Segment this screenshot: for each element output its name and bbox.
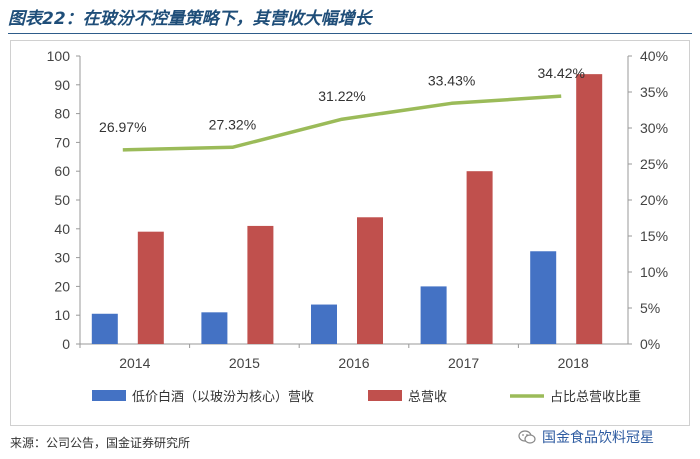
legend-label: 占比总营收比重 [550, 389, 641, 405]
title-divider [8, 33, 692, 34]
right-axis-tick-label: 35% [640, 84, 668, 100]
bar-total [357, 217, 383, 344]
legend: 低价白酒（以玻汾为核心）营收 总营收 占比总营收比重 [92, 389, 641, 405]
share-data-label: 34.42% [537, 65, 584, 81]
watermark: 国金食品饮料冠星 [518, 427, 654, 447]
chart-frame [10, 40, 690, 426]
chart-title: 图表22：在玻汾不控量策略下，其营收大幅增长 [8, 9, 372, 29]
x-axis-tick-label: 2018 [558, 355, 589, 371]
x-axis-tick-label: 2017 [448, 355, 479, 371]
left-axis-tick-label: 80 [54, 106, 70, 122]
left-axis-tick-label: 60 [54, 163, 70, 179]
bar-lowprice [530, 251, 557, 344]
watermark-text: 国金食品饮料冠星 [542, 430, 654, 446]
left-axis-tick-label: 90 [54, 77, 70, 93]
wechat-icon [518, 430, 536, 444]
left-axis-tick-label: 40 [54, 221, 70, 237]
share-data-label: 33.43% [428, 72, 475, 88]
right-axis-tick-label: 15% [640, 228, 668, 244]
source-note: 来源：公司公告，国金证券研究所 [10, 436, 191, 450]
legend-swatch [368, 390, 402, 401]
left-axis-tick-label: 0 [62, 336, 70, 352]
bar-total [576, 74, 603, 345]
bars [91, 74, 603, 345]
x-axis-tick-label: 2015 [229, 355, 260, 371]
right-axis-tick-label: 20% [640, 192, 668, 208]
bar-lowprice [91, 313, 118, 344]
right-axis-tick-label: 40% [640, 48, 668, 64]
legend-label: 总营收 [408, 390, 447, 405]
bar-total [137, 231, 164, 344]
bar-lowprice [311, 304, 337, 344]
left-axis-tick-label: 100 [47, 48, 71, 64]
right-axis-tick-label: 0% [640, 336, 660, 352]
x-axis-tick-label: 2014 [119, 355, 150, 371]
x-axis: 2014 2015 2016 2017 2018 [79, 343, 628, 371]
left-axis-tick-label: 70 [54, 134, 70, 150]
legend-label: 低价白酒（以玻汾为核心）营收 [132, 389, 314, 405]
bar-total [247, 225, 274, 344]
right-axis: 0% 5% 10% 15% 20% 25% 30% 35% 40% [627, 48, 668, 352]
x-axis-tick-label: 2016 [338, 355, 369, 371]
left-axis-tick-label: 10 [54, 307, 70, 323]
share-data-label: 26.97% [99, 119, 146, 135]
share-line [122, 94, 562, 152]
right-axis-tick-label: 25% [640, 156, 668, 172]
bar-lowprice [420, 286, 447, 344]
left-axis-tick-label: 20 [54, 278, 70, 294]
right-axis-tick-label: 30% [640, 120, 668, 136]
bar-total [466, 171, 493, 344]
bar-lowprice [201, 312, 228, 344]
left-axis-tick-label: 50 [54, 192, 70, 208]
left-axis: 0 10 20 30 40 50 60 70 80 90 100 [47, 48, 81, 352]
right-axis-tick-label: 5% [640, 300, 660, 316]
left-axis-tick-label: 30 [54, 250, 70, 266]
legend-swatch [92, 390, 126, 401]
right-axis-tick-label: 10% [640, 264, 668, 280]
share-data-label: 27.32% [209, 116, 256, 132]
share-line-layer: 26.97% 27.32% 31.22% 33.43% 34.42% [99, 65, 585, 152]
share-data-label: 31.22% [318, 88, 365, 104]
